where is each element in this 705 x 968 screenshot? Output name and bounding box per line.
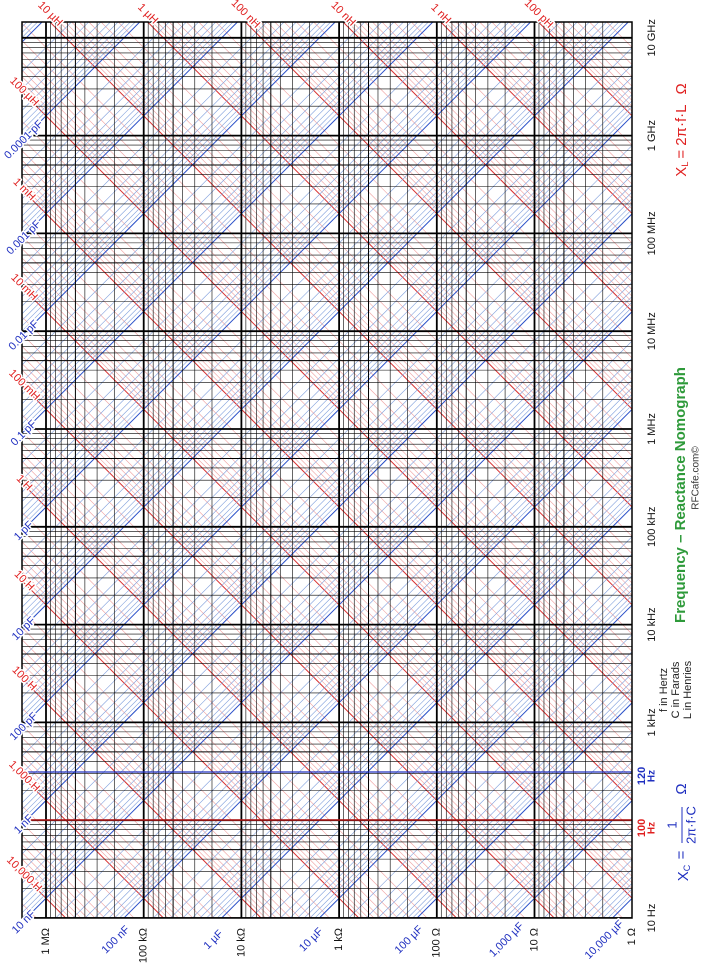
plot-frame [21,21,633,919]
equals: = [673,850,690,859]
resistance-label: 100 Ω [431,928,443,958]
subscript: L [680,162,690,167]
resistance-label: 1 MΩ [40,928,52,955]
frequency-label: 100 kHz [646,507,658,547]
resistance-label: 1 kΩ [333,928,345,951]
unit: Ω [673,783,690,794]
unit: Ω [673,83,690,94]
marker-number: 100 [636,819,648,837]
resistance-label: 10 kΩ [235,928,247,957]
note-line: f in Hertz [658,668,670,712]
denominator: 2π·f·C [683,806,698,844]
resistance-label: 10 Ω [528,928,540,952]
frequency-label: 1 kHz [646,708,658,736]
title: Frequency – Reactance Nomograph [672,367,689,623]
numerator: 1 [664,821,679,828]
symbol: X [673,167,690,177]
frequency-label: 10 kHz [646,607,658,641]
subscript: C [682,864,692,871]
resistance-label: 100 kΩ [138,928,150,963]
frequency-label: 1 GHz [646,120,658,151]
note-line: C in Farads [670,661,682,718]
marker-unit: Hz [647,770,658,782]
credit: RFCafe.com© [691,446,702,510]
marker-unit: Hz [647,822,658,834]
note-line: L in Henries [682,660,694,719]
units-note: f in Hertz C in Farads L in Henries [658,660,694,719]
resistance-label: 1 Ω [626,928,638,945]
frequency-label: 10 GHz [646,19,658,56]
formula: XL = 2π·f·L Ω [673,83,690,176]
frequency-label: 100 MHz [646,211,658,255]
expression: = 2π·f·L [673,105,690,159]
frequency-label: 10 Hz [646,904,658,933]
marker-number: 120 [636,767,648,785]
symbol: X [675,871,692,881]
capacitance-formula: XC = 1 2π·f·C Ω [664,783,698,881]
formula-symbol: XC [675,864,692,881]
frequency-label: 1 MHz [646,413,658,445]
inductance-formula: XL = 2π·f·L Ω [673,83,690,176]
frequency-label: 10 MHz [646,312,658,350]
title-group: Frequency – Reactance Nomograph [672,367,689,623]
credit-group: RFCafe.com© [691,446,702,510]
